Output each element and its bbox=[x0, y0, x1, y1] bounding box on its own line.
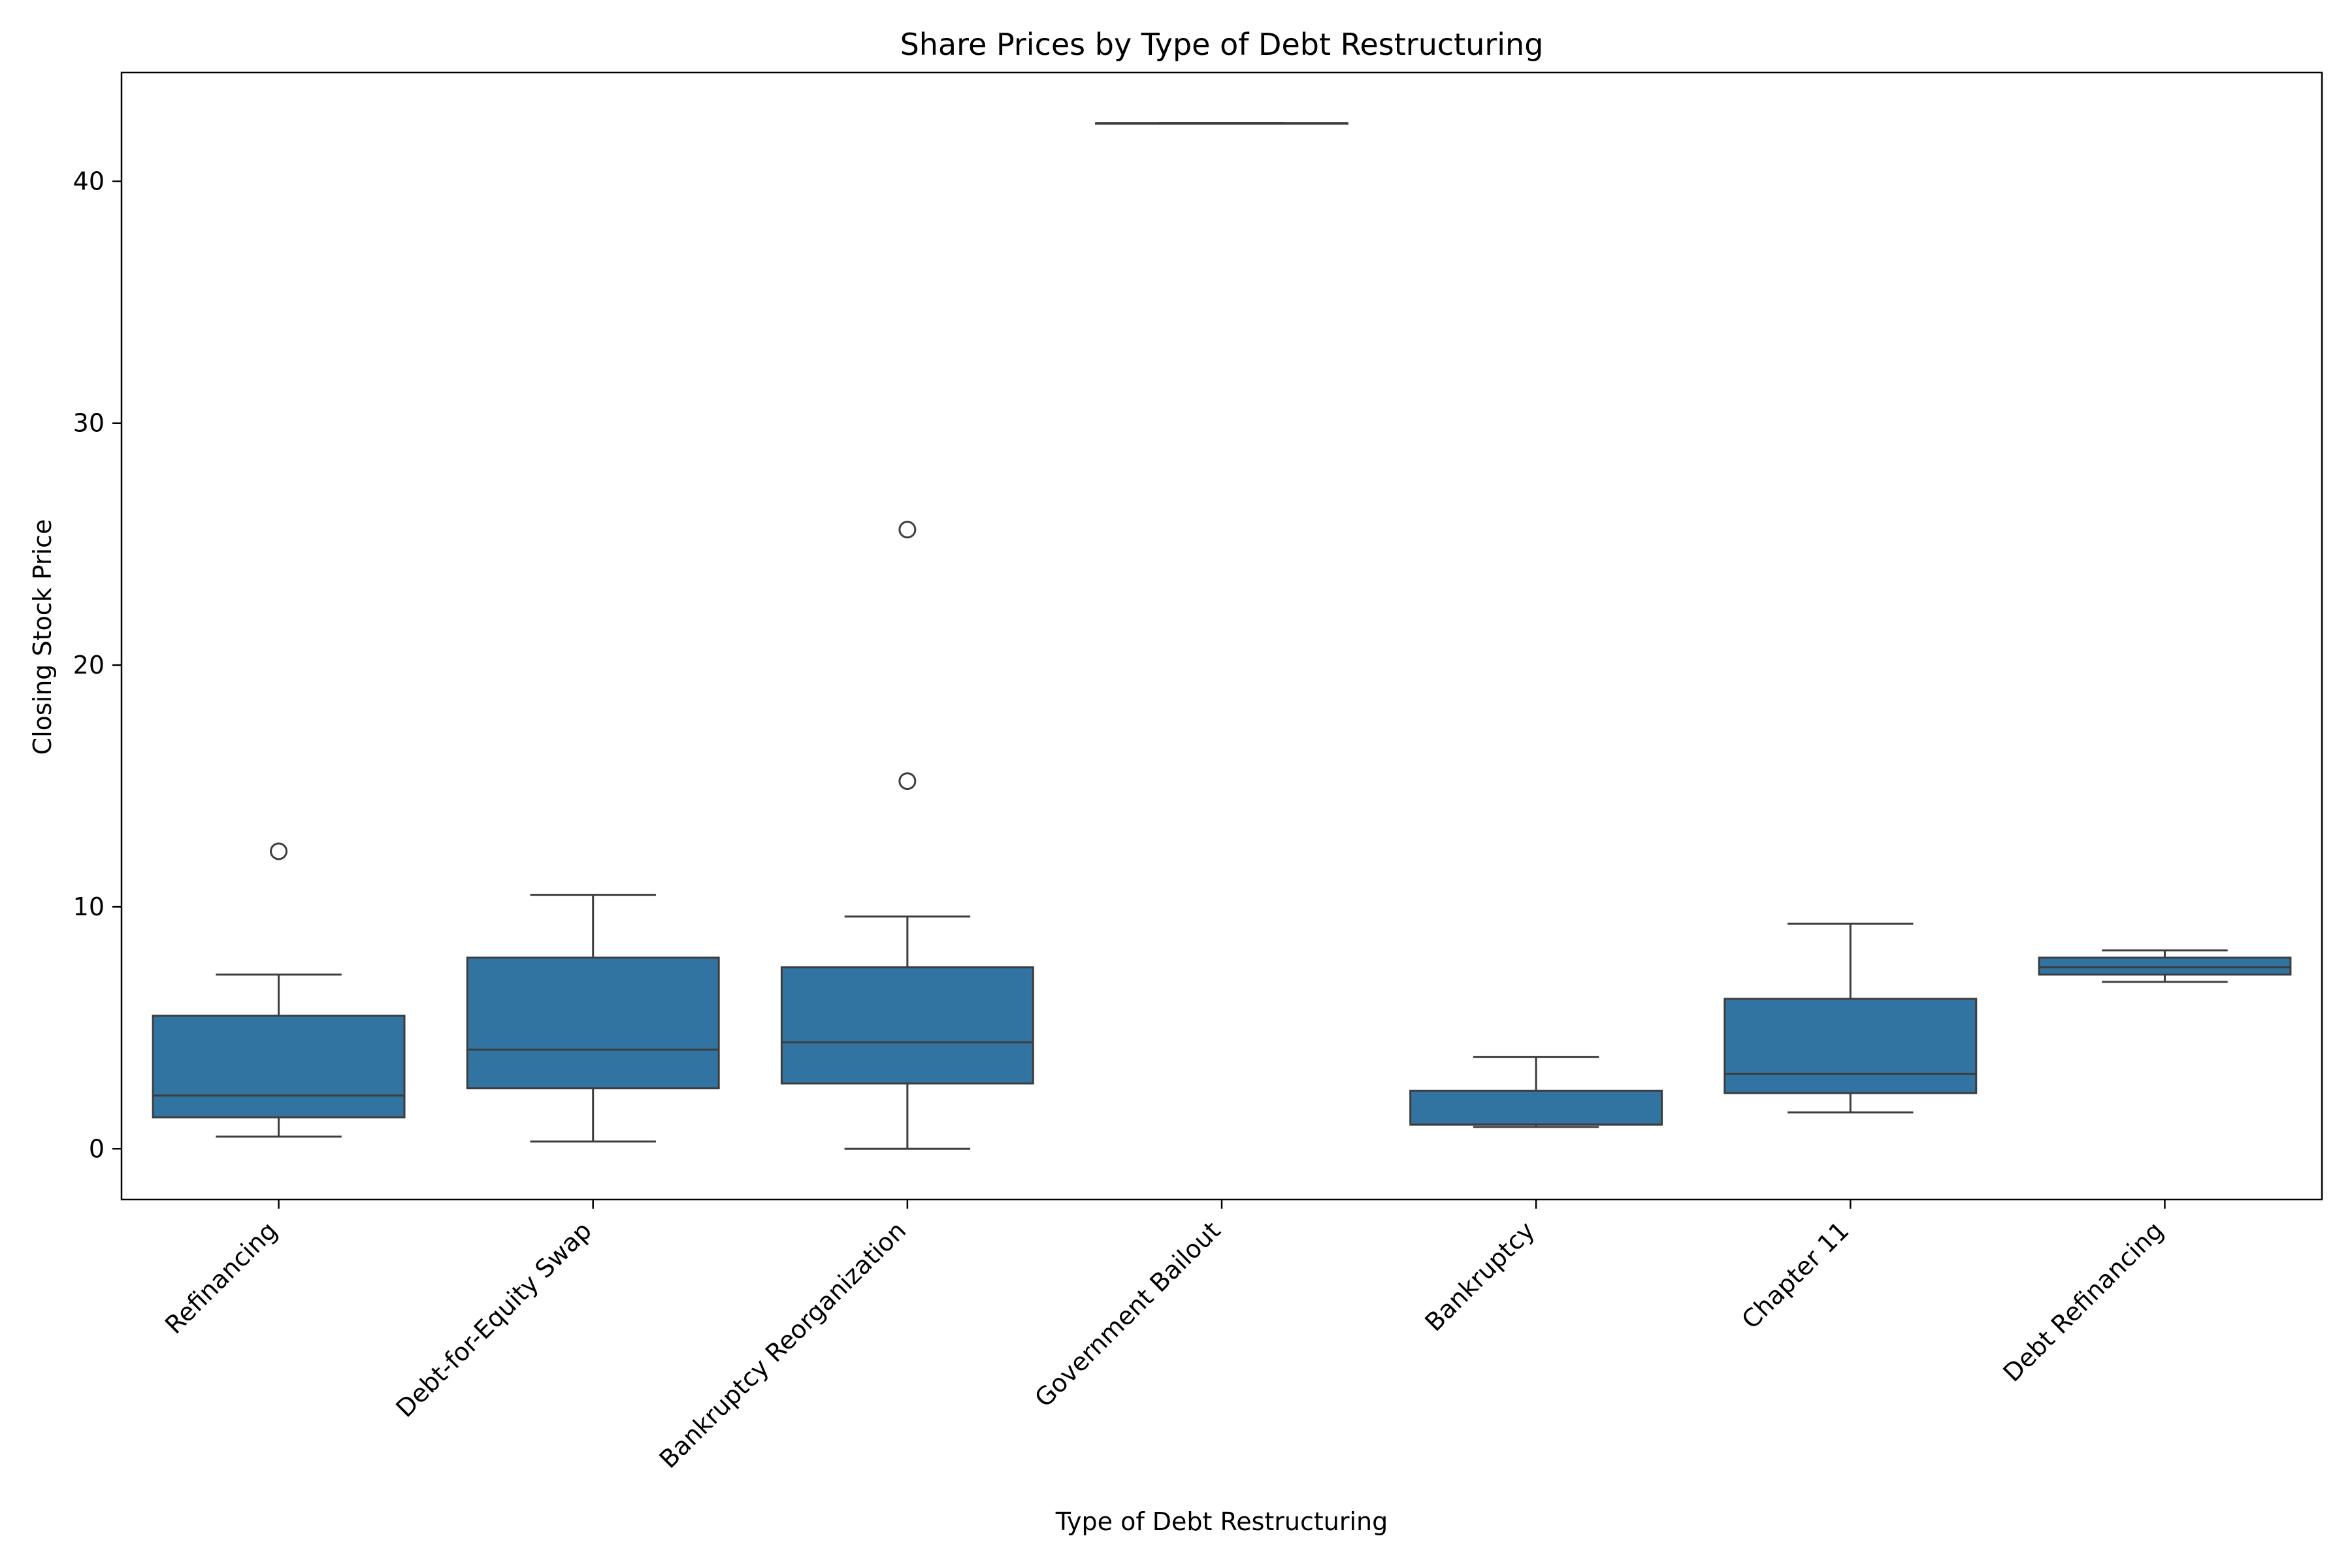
y-tick-label: 0 bbox=[89, 1134, 105, 1163]
box-iqr bbox=[1409, 1089, 1663, 1126]
box-group-chapter-11 bbox=[1723, 923, 1978, 1114]
outlier-point bbox=[898, 521, 917, 539]
box-group-debt-for-equity-swap bbox=[466, 894, 720, 1143]
box-iqr bbox=[466, 956, 720, 1090]
outlier-point bbox=[898, 772, 917, 791]
box-iqr bbox=[1723, 998, 1978, 1094]
box-iqr bbox=[780, 966, 1034, 1085]
box-group-bankruptcy bbox=[1409, 1056, 1663, 1128]
y-tick-label: 10 bbox=[73, 892, 105, 921]
box-iqr bbox=[2038, 956, 2292, 976]
y-axis-title: Closing Stock Price bbox=[28, 519, 57, 755]
box-iqr bbox=[152, 1015, 406, 1119]
x-axis-title: Type of Debt Restructuring bbox=[1055, 1507, 1388, 1536]
box-group-debt-refinancing bbox=[2038, 949, 2292, 983]
outlier-point bbox=[270, 842, 288, 860]
box-group-bankruptcy-reorganization bbox=[780, 521, 1034, 1150]
plot-frame bbox=[120, 71, 2323, 1201]
y-tick-label: 40 bbox=[73, 167, 105, 196]
box-group-refinancing bbox=[152, 842, 406, 1138]
y-tick-label: 30 bbox=[73, 409, 105, 438]
y-tick-label: 20 bbox=[73, 651, 105, 679]
box-group-government-bailout bbox=[1095, 122, 1348, 125]
chart-title: Share Prices by Type of Debt Restructuri… bbox=[900, 27, 1544, 62]
